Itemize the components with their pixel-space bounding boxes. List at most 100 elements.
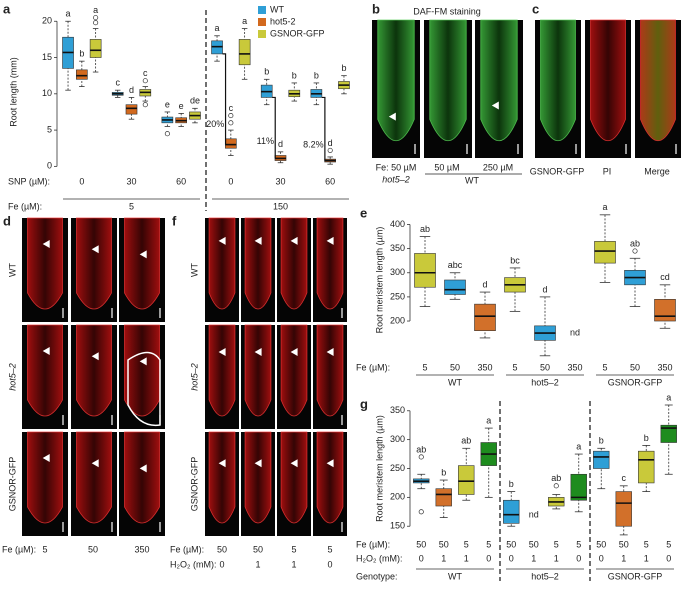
x-tick-label: 50 [416, 539, 426, 549]
panel-letter: d [3, 213, 11, 228]
x-tick-label: 30 [126, 176, 136, 186]
significance-label: d [328, 138, 333, 148]
significance-label: a [576, 441, 581, 451]
x-row-label: Fe (µM): [356, 539, 390, 549]
y-tick-label: 300 [390, 434, 405, 444]
row-label: hot5–2 [189, 363, 199, 391]
y-tick-label: 250 [390, 291, 405, 301]
x-tick-label: 0 [419, 553, 424, 563]
group-label: GSNOR-GFP [608, 377, 663, 387]
bracket [222, 53, 227, 146]
root [208, 431, 236, 524]
root [76, 431, 112, 524]
group-label: GSNOR-GFP [608, 571, 663, 581]
arrowhead [326, 348, 334, 357]
outlier [164, 131, 170, 137]
group-label: WT [448, 571, 462, 581]
legend-label: GSNOR-GFP [270, 28, 325, 38]
root [208, 324, 236, 417]
x-row-label: Fe (µM): [356, 362, 390, 372]
arrowhead [326, 459, 334, 468]
outlier [228, 113, 234, 119]
x-tick-label: 1 [554, 553, 559, 563]
x-tick-label: 1 [644, 553, 649, 563]
x-tick-label: 5 [486, 539, 491, 549]
image-label: 50 µM [434, 162, 459, 172]
x-tick-label: 50 [596, 539, 606, 549]
x-tick-label: 1 [621, 553, 626, 563]
x-tick-label: 0 [486, 553, 491, 563]
significance-label: b [292, 70, 297, 80]
significance-label: de [190, 96, 200, 106]
outline [127, 351, 161, 427]
x-tick-label: 1 [531, 553, 536, 563]
x-tick-label: 350 [657, 362, 672, 372]
root [76, 324, 112, 417]
root [27, 431, 63, 524]
image-label: 0 [219, 559, 224, 569]
significance-label: ab [461, 436, 471, 446]
bracket [272, 96, 276, 159]
group-label: hot5–2 [531, 377, 559, 387]
image-label: hot5–2 [382, 174, 410, 184]
box [615, 491, 632, 527]
panel-letter: c [532, 1, 539, 16]
root [244, 217, 272, 310]
group-label: 150 [273, 201, 288, 211]
micrographs [22, 19, 681, 536]
arrowhead [388, 112, 396, 121]
arrowhead [254, 459, 262, 468]
x-tick-label: 50 [619, 539, 629, 549]
significance-label: d [278, 139, 283, 149]
y-tick-label: 250 [390, 463, 405, 473]
y-tick-label: 15 [42, 52, 52, 62]
box [89, 39, 102, 58]
box [638, 450, 655, 484]
x-tick-label: 0 [509, 553, 514, 563]
y-tick-label: 350 [390, 405, 405, 415]
arrowhead [290, 459, 298, 468]
image-label: 5 [42, 544, 47, 554]
outlier [93, 20, 99, 26]
x-tick-label: 30 [275, 176, 285, 186]
x-tick-label: 0 [599, 553, 604, 563]
significance-label: cd [660, 272, 670, 282]
significance-label: c [622, 473, 627, 483]
x-row-label: Genotype: [356, 571, 398, 581]
image-label: 5 [291, 544, 296, 554]
significance-label: nd [570, 327, 580, 337]
significance-label: b [599, 436, 604, 446]
arrowhead [218, 236, 226, 245]
root [124, 431, 160, 524]
y-tick-label: 350 [390, 243, 405, 253]
arrowhead [254, 236, 262, 245]
x-tick-label: 50 [450, 362, 460, 372]
y-tick-label: 400 [390, 219, 405, 229]
root [377, 19, 415, 141]
significance-label: d [129, 85, 134, 95]
significance-label: ab [551, 473, 561, 483]
x-tick-label: 50 [540, 362, 550, 372]
y-tick-label: 300 [390, 267, 405, 277]
x-tick-label: 0 [576, 553, 581, 563]
outlier [327, 147, 333, 153]
significance-label: bc [510, 255, 520, 265]
row-label: GSNOR-GFP [7, 457, 17, 512]
arrowhead [91, 245, 99, 254]
significance-label: a [66, 9, 71, 19]
legend-swatch [258, 6, 266, 14]
outlier [93, 15, 99, 21]
box [594, 241, 616, 264]
x-tick-label: 60 [176, 176, 186, 186]
arrowhead [91, 459, 99, 468]
arrowhead [290, 348, 298, 357]
root [280, 324, 308, 417]
annotation: 8.2% [303, 139, 324, 149]
arrowhead [139, 357, 147, 366]
arrowhead [91, 352, 99, 361]
y-tick-label: 20 [42, 16, 52, 26]
box [125, 104, 138, 115]
image-label: 1 [255, 559, 260, 569]
significance-label: b [314, 70, 319, 80]
outlier [553, 483, 559, 489]
